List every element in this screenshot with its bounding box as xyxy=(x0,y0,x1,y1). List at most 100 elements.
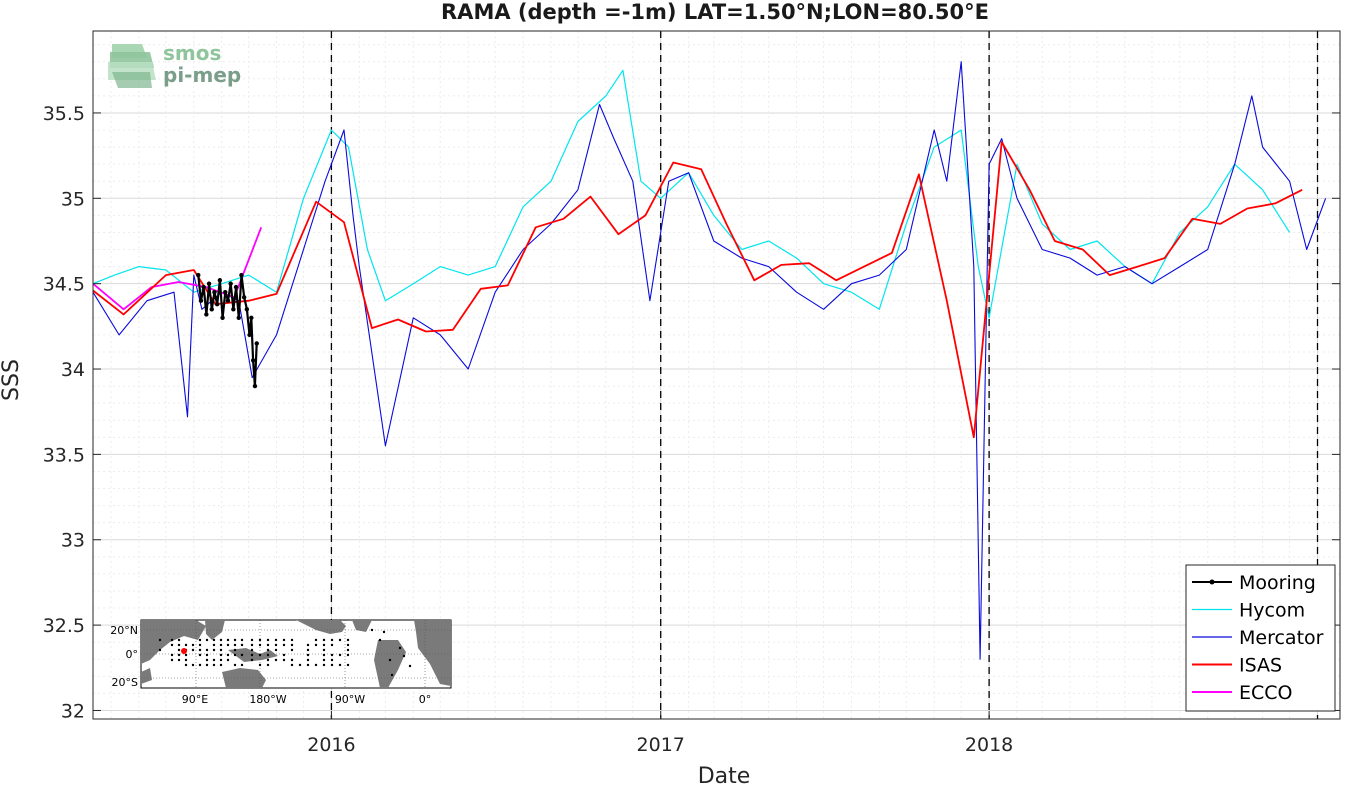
map-dot xyxy=(291,639,293,641)
y-tick-label: 35 xyxy=(61,188,85,210)
map-dot xyxy=(159,649,161,651)
y-tick-label: 33 xyxy=(61,530,85,552)
mooring-point xyxy=(226,299,230,303)
map-dot xyxy=(178,649,180,651)
map-dot xyxy=(283,644,285,646)
map-dot xyxy=(185,644,187,646)
map-dot xyxy=(259,664,261,666)
mooring-point xyxy=(220,316,224,320)
map-dot xyxy=(391,674,393,676)
x-tick-label: 2017 xyxy=(637,734,685,756)
map-lat-0: 0° xyxy=(126,648,139,661)
map-dot xyxy=(171,654,173,656)
map-dot xyxy=(275,649,277,651)
map-dot xyxy=(275,644,277,646)
map-dot xyxy=(323,654,325,656)
map-dot xyxy=(379,639,381,641)
map-dot xyxy=(371,629,373,631)
map-dot xyxy=(220,649,222,651)
map-lon-90w: 90°W xyxy=(335,693,365,706)
map-dot xyxy=(206,639,208,641)
map-dot xyxy=(192,644,194,646)
mooring-point xyxy=(210,307,214,311)
map-dot xyxy=(199,649,201,651)
mooring-point xyxy=(253,384,257,388)
map-dot xyxy=(307,659,309,661)
map-dot xyxy=(241,654,243,656)
map-dot xyxy=(185,654,187,656)
mooring-point xyxy=(249,316,253,320)
legend-marker xyxy=(1210,580,1215,585)
map-dot xyxy=(323,644,325,646)
map-dot xyxy=(192,664,194,666)
map-dot xyxy=(159,639,161,641)
mooring-point xyxy=(201,285,205,289)
mooring-point xyxy=(239,273,243,277)
map-dot xyxy=(178,639,180,641)
map-dot xyxy=(206,659,208,661)
mooring-point xyxy=(234,285,238,289)
map-dot xyxy=(275,659,277,661)
map-dot xyxy=(267,639,269,641)
map-dot xyxy=(331,654,333,656)
mooring-point xyxy=(215,302,219,306)
map-dot xyxy=(307,654,309,656)
map-dot xyxy=(220,659,222,661)
mooring-point xyxy=(207,281,211,285)
map-dot xyxy=(347,639,349,641)
mooring-point xyxy=(237,316,241,320)
map-dot xyxy=(171,644,173,646)
map-dot xyxy=(192,649,194,651)
map-dot xyxy=(307,649,309,651)
map-dot xyxy=(403,655,405,657)
map-dot xyxy=(347,644,349,646)
legend: Mooring Hycom Mercator ISAS ECCO xyxy=(1186,565,1335,711)
map-dot xyxy=(227,659,229,661)
legend-label-mooring: Mooring xyxy=(1239,572,1316,594)
map-dot xyxy=(339,654,341,656)
map-dot xyxy=(213,649,215,651)
map-dot xyxy=(251,654,253,656)
map-dot xyxy=(251,659,253,661)
legend-label-hycom: Hycom xyxy=(1239,600,1305,622)
map-dot xyxy=(267,659,269,661)
map-dot xyxy=(399,647,401,649)
legend-label-mercator: Mercator xyxy=(1239,627,1324,649)
y-tick-label: 33.5 xyxy=(43,444,85,466)
map-dot xyxy=(259,654,261,656)
map-dot xyxy=(339,639,341,641)
mooring-point xyxy=(199,299,203,303)
map-dot xyxy=(331,664,333,666)
map-lon-0: 0° xyxy=(419,693,432,706)
map-dot xyxy=(199,639,201,641)
map-dot xyxy=(234,664,236,666)
map-dot xyxy=(185,664,187,666)
map-dot xyxy=(267,649,269,651)
y-tick-label: 34 xyxy=(61,359,85,381)
map-dot xyxy=(251,649,253,651)
mooring-point xyxy=(242,295,246,299)
map-dot xyxy=(227,654,229,656)
map-dot xyxy=(267,654,269,656)
map-dot xyxy=(389,659,391,661)
map-dot xyxy=(283,654,285,656)
mooring-point xyxy=(218,278,222,282)
map-dot xyxy=(206,654,208,656)
map-lon-90e: 90°E xyxy=(182,693,208,706)
map-dot xyxy=(220,664,222,666)
map-dot xyxy=(323,639,325,641)
map-dot xyxy=(409,665,411,667)
map-dot xyxy=(291,664,293,666)
map-dot xyxy=(178,644,180,646)
mooring-point xyxy=(251,358,255,362)
map-dot xyxy=(234,654,236,656)
mooring-point xyxy=(245,307,249,311)
map-dot xyxy=(291,644,293,646)
x-axis-label: Date xyxy=(698,764,751,786)
logo-text-pimep: pi-mep xyxy=(163,63,241,87)
map-dot xyxy=(331,644,333,646)
map-dot xyxy=(234,649,236,651)
mooring-point xyxy=(247,333,251,337)
y-axis-label: SSS xyxy=(0,359,24,401)
map-dot xyxy=(339,664,341,666)
